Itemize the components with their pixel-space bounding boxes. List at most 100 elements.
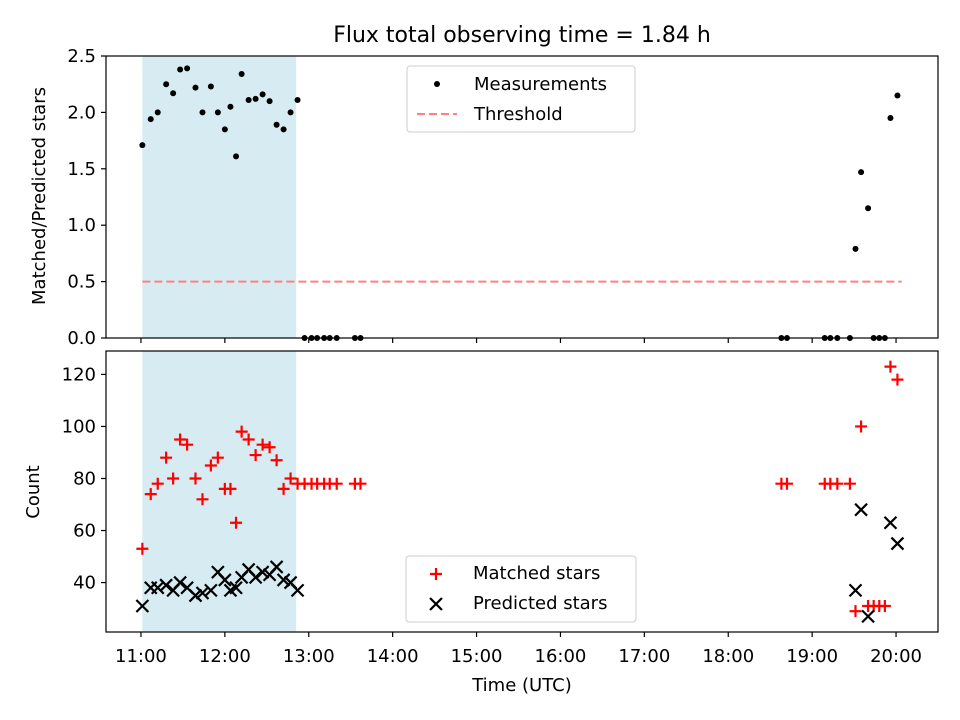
matched-star-point [855,420,868,433]
legend-label-predicted: Predicted stars [473,593,607,614]
predicted-star-point [195,586,210,600]
measurement-point [259,91,266,98]
matched-star-point [224,482,237,495]
matched-star-point [891,373,904,386]
measurement-point [238,71,245,78]
legend-marker-measurements [434,81,440,87]
matched-star-point [235,425,248,438]
measurement-point [207,83,214,90]
y-tick-label-top: 0.5 [67,272,96,293]
predicted-star-point [255,565,270,579]
x-tick-label: 19:00 [786,646,838,667]
predicted-star-point [188,588,203,603]
predicted-star-point [848,583,863,598]
predicted-star-point [150,580,165,595]
predicted-star-point [204,583,218,598]
matched-star-point [354,477,367,490]
ratio-panel: 0.0 0.5 1.0 1.5 2.0 2.5 Flux total observing … [29,23,939,349]
shaded-region-top [142,56,297,338]
measurement-point [227,103,234,110]
measurement-point [294,96,301,103]
count-panel: 40 60 80 100 120 11:00 12:00 13:00 14:00 15:00 16:… [23,350,939,696]
measurement-point [865,205,872,212]
measurement-point [280,126,287,133]
measurement-point [192,84,199,91]
matched-star-point [878,599,891,612]
measurement-point [233,153,240,160]
shaded-region-bottom [142,351,297,632]
measurement-point [221,126,228,133]
measurement-point [852,245,859,252]
legend-label-measurements: Measurements [474,74,607,95]
matched-star-point [204,459,217,472]
predicted-star-point [854,502,868,517]
measurement-point [147,116,154,123]
measurement-point [894,92,901,99]
measurement-point [139,142,146,149]
y-tick-label-bottom: 100 [62,416,96,437]
legend-label-threshold: Threshold [473,104,563,125]
measurement-point [170,90,177,97]
matched-star-point [167,472,180,485]
matched-star-point [831,477,844,490]
legend-label-matched: Matched stars [473,563,600,584]
measurement-point [199,109,206,116]
measurement-point [252,95,259,102]
legend-marker-matched [430,568,442,580]
matched-star-point [277,482,290,495]
matched-star-point [780,477,793,490]
x-tick-label: 13:00 [283,646,335,667]
matched-star-point [843,477,856,490]
x-tick-label: 14:00 [367,646,419,667]
x-tick-label: 18:00 [702,646,754,667]
matched-star-point [284,472,297,485]
y-tick-label-top: 1.5 [67,159,96,180]
measurement-point [266,98,273,105]
predicted-star-point [248,570,263,585]
matched-star-point [174,433,187,446]
y-tick-label-top: 2.5 [67,46,96,67]
ticks-top: 0.0 0.5 1.0 1.5 2.0 2.5 [67,46,897,349]
x-tick-label: 11:00 [115,646,167,667]
x-tick-label: 20:00 [870,646,922,667]
matched-star-point [270,454,283,467]
y-tick-label-bottom: 120 [62,364,96,385]
predicted-star-point [890,536,905,551]
x-axis-label: Time (UTC) [471,675,572,696]
y-axis-label-top: Matched/Predicted stars [29,87,50,305]
legend-top: Measurements Threshold [406,65,636,133]
measurement-point [858,169,865,176]
matched-star-point [211,451,224,464]
measurement-point [163,81,170,88]
predicted-star-point [135,599,150,613]
measurement-point [214,109,221,116]
measurement-point [273,121,280,128]
predicted-star-point [861,609,875,624]
matched-star-point [242,433,255,446]
y-tick-label-bottom: 40 [73,573,96,594]
y-axis-label-bottom: Count [23,465,44,518]
predicted-star-point [173,575,187,590]
y-tick-label-top: 1.0 [67,215,96,236]
plot-frame-top [105,55,939,339]
measurement-point [177,66,184,73]
matched-star-point [263,441,276,454]
matched-star-point [189,472,202,485]
count-marks [135,360,905,624]
measurement-point [154,109,161,116]
predicted-star-point [883,515,898,530]
matched-star-point [196,493,209,506]
matched-star-point [230,516,243,529]
matched-star-point [330,477,343,490]
ticks-bottom: 40 60 80 100 120 11:00 12:00 13:00 14:00 15:00 16:… [62,364,922,667]
predicted-star-point [276,573,291,587]
matched-star-point [256,438,269,451]
y-tick-label-bottom: 80 [73,468,96,489]
y-tick-label-top: 0.0 [67,328,96,349]
plot-frame-bottom [105,350,939,633]
matched-star-point [249,449,262,462]
measurement-point [245,96,252,103]
x-tick-label: 17:00 [618,646,670,667]
legend-frame-bottom [405,555,637,623]
legend-marker-predicted [429,597,443,611]
